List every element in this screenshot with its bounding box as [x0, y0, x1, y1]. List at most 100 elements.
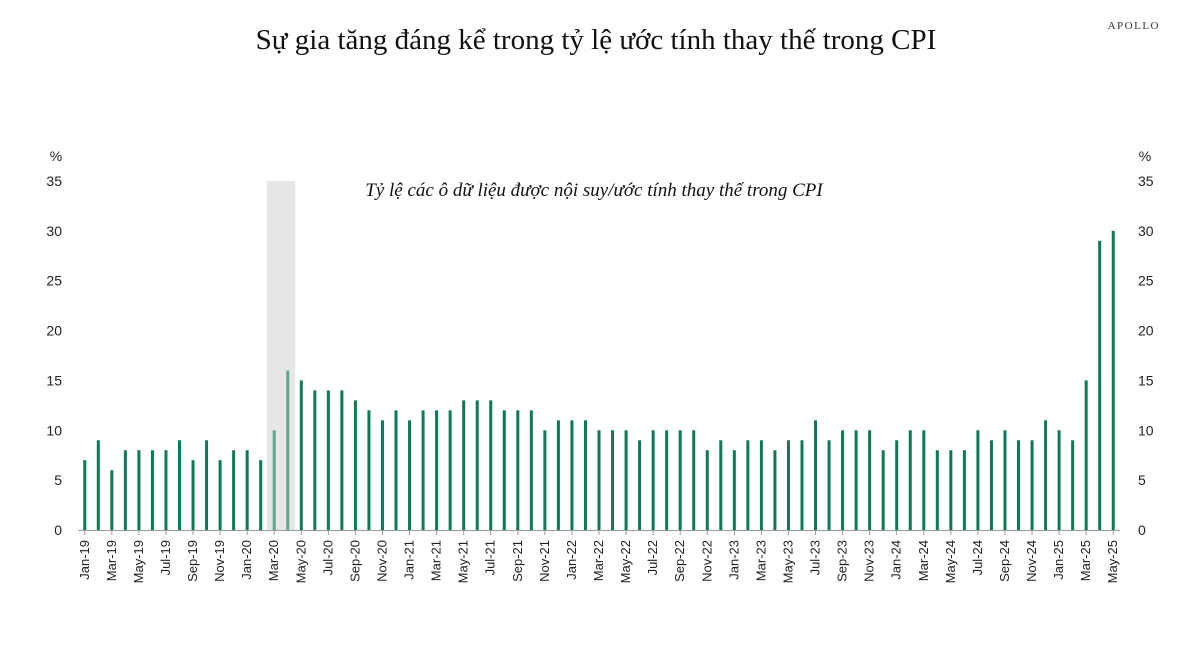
- bar-may-19: [137, 450, 141, 530]
- bar-jun-23: [800, 440, 804, 530]
- axis-layer: 0 0 5 5 10 10 15 15 20 20 25 25 30 30 35 35 Jan-19 Mar-19…: [46, 173, 1153, 583]
- y-unit-right: %: [1139, 148, 1151, 164]
- y-unit-left: %: [50, 148, 62, 164]
- x-tick-label: May-21: [456, 540, 471, 583]
- y-tick-label-right: 25: [1138, 273, 1154, 289]
- bars-layer: [83, 230, 1115, 531]
- bar-oct-23: [854, 430, 858, 530]
- shaded-period-layer: [266, 181, 296, 530]
- bar-jan-24: [895, 440, 899, 530]
- bar-aug-24: [989, 440, 993, 530]
- x-tick-label: Jul-19: [158, 540, 173, 575]
- bar-oct-21: [529, 410, 533, 530]
- bar-apr-24: [935, 450, 939, 530]
- bar-dec-20: [394, 410, 398, 530]
- bar-may-24: [949, 450, 953, 530]
- x-tick-label: Jul-20: [320, 540, 335, 575]
- x-tick-label: Mar-21: [429, 540, 444, 581]
- bar-may-25: [1111, 230, 1115, 531]
- y-tick-label-right: 10: [1138, 422, 1154, 438]
- x-tick-label: Jan-24: [889, 540, 904, 580]
- bar-feb-23: [746, 440, 750, 530]
- bar-aug-20: [340, 390, 344, 530]
- bar-jun-24: [962, 450, 966, 530]
- bar-aug-22: [665, 430, 669, 530]
- bar-jan-20: [245, 450, 249, 530]
- x-tick-label: Sep-22: [672, 540, 687, 582]
- bar-jul-23: [814, 420, 818, 530]
- bar-jan-19: [83, 460, 87, 530]
- bar-oct-24: [1017, 440, 1021, 530]
- x-tick-label: Mar-19: [104, 540, 119, 581]
- bar-apr-21: [448, 410, 452, 530]
- x-tick-label: Nov-21: [537, 540, 552, 582]
- bar-mar-20: [272, 430, 276, 530]
- x-tick-label: Sep-24: [997, 540, 1012, 582]
- x-tick-label: Mar-20: [266, 540, 281, 581]
- y-tick-label-right: 5: [1138, 472, 1146, 488]
- bar-sep-24: [1003, 430, 1007, 530]
- y-tick-label-left: 30: [46, 223, 62, 239]
- bar-feb-19: [96, 440, 100, 530]
- x-tick-label: Sep-19: [185, 540, 200, 582]
- y-tick-label-left: 10: [46, 422, 62, 438]
- bar-may-20: [299, 380, 303, 530]
- x-tick-label: Jul-21: [483, 540, 498, 575]
- y-tick-label-right: 0: [1138, 522, 1146, 538]
- x-tick-label: May-22: [618, 540, 633, 583]
- bar-oct-22: [692, 430, 696, 530]
- x-tick-label: Jan-19: [77, 540, 92, 580]
- bar-feb-24: [908, 430, 912, 530]
- bar-jan-22: [570, 420, 574, 530]
- bar-apr-22: [611, 430, 615, 530]
- bar-nov-22: [705, 450, 709, 530]
- x-tick-label: Sep-20: [347, 540, 362, 582]
- chart-title: Sự gia tăng đáng kể trong tỷ lệ ước tính…: [255, 24, 937, 56]
- bar-jul-21: [489, 400, 493, 530]
- bar-aug-21: [502, 410, 506, 530]
- x-tick-label: Nov-22: [699, 540, 714, 582]
- y-tick-label-right: 30: [1138, 223, 1154, 239]
- bar-dec-19: [232, 450, 236, 530]
- x-tick-label: Nov-24: [1024, 540, 1039, 582]
- x-tick-label: Jan-20: [239, 540, 254, 580]
- bar-jun-19: [150, 450, 154, 530]
- bar-jul-20: [326, 390, 330, 530]
- bar-sep-20: [353, 400, 357, 530]
- shaded-period: [266, 181, 296, 530]
- bar-may-23: [786, 440, 790, 530]
- y-tick-label-left: 35: [46, 173, 62, 189]
- x-tick-label: Mar-25: [1078, 540, 1093, 581]
- x-tick-label: Sep-21: [510, 540, 525, 582]
- bar-sep-19: [191, 460, 195, 530]
- x-tick-label: Jul-22: [645, 540, 660, 575]
- x-tick-label: Sep-23: [835, 540, 850, 582]
- bar-feb-22: [583, 420, 587, 530]
- bar-feb-20: [259, 460, 263, 530]
- bar-mar-21: [435, 410, 439, 530]
- bar-jan-23: [732, 450, 736, 530]
- brand-logo-text: APOLLO: [1107, 20, 1160, 32]
- bar-dec-23: [881, 450, 885, 530]
- chart-annotation: Tỷ lệ các ô dữ liệu được nội suy/ước tín…: [365, 180, 824, 201]
- x-tick-label: Nov-20: [374, 540, 389, 582]
- bar-apr-23: [773, 450, 777, 530]
- x-tick-label: May-25: [1105, 540, 1120, 583]
- bar-aug-19: [177, 440, 181, 530]
- y-tick-label-right: 20: [1138, 323, 1154, 339]
- bar-nov-23: [868, 430, 872, 530]
- bar-mar-19: [110, 470, 114, 530]
- bar-mar-22: [597, 430, 601, 530]
- x-tick-label: Jul-24: [970, 540, 985, 575]
- x-tick-label: May-20: [293, 540, 308, 583]
- y-tick-label-left: 20: [46, 323, 62, 339]
- bar-jan-21: [408, 420, 412, 530]
- y-tick-label-left: 15: [46, 372, 62, 388]
- bar-feb-25: [1071, 440, 1075, 530]
- y-tick-label-left: 5: [54, 472, 62, 488]
- bar-mar-23: [759, 440, 763, 530]
- y-tick-label-left: 0: [54, 522, 62, 538]
- bar-sep-21: [516, 410, 520, 530]
- x-tick-label: Jan-21: [402, 540, 417, 580]
- bar-sep-22: [678, 430, 682, 530]
